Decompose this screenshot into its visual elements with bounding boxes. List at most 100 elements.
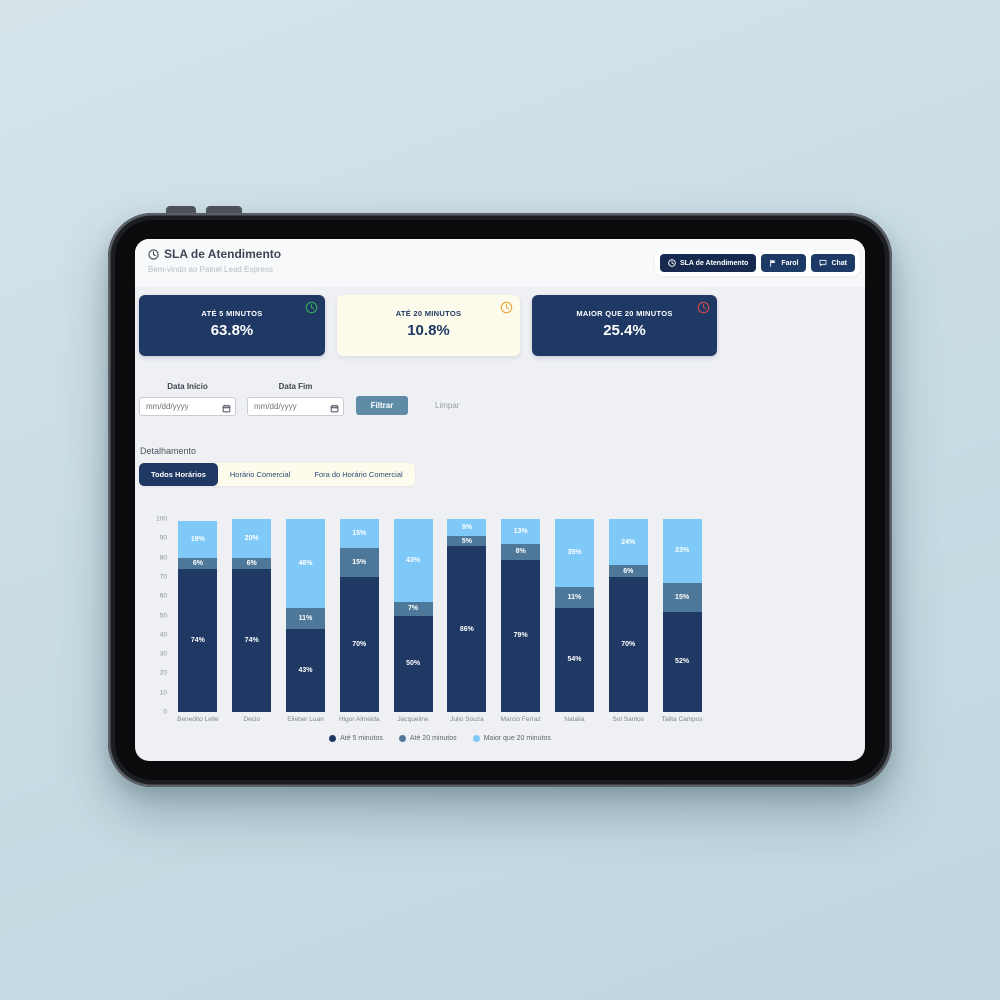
bar-segment[interactable]: 24% — [608, 519, 648, 566]
bar-segment[interactable]: 9% — [447, 519, 487, 537]
nav-button-sla[interactable]: SLA de Atendimento — [659, 254, 757, 272]
sla-stacked-bar-chart: 0 10 20 30 40 50 60 70 80 90 100 19% 6% 74% 20% 6% 74% 4… — [141, 515, 721, 755]
legend-item[interactable]: Até 5 minutos — [329, 735, 383, 742]
y-axis-tick: 70 — [159, 573, 167, 581]
bar-segment[interactable]: 11% — [285, 607, 325, 630]
y-axis-tick: 90 — [159, 534, 167, 542]
bar-segment[interactable]: 33% — [662, 519, 702, 583]
nav-button-label: Chat — [831, 259, 847, 267]
y-axis-tick: 20 — [159, 669, 167, 677]
stacked-bar: 24% 6% 70% — [608, 519, 648, 712]
chart-legend: Até 5 minutos Até 20 minutos Maior que 20 … — [171, 735, 709, 742]
stacked-bar: 46% 11% 43% — [285, 519, 325, 712]
page-subtitle: Bem-vindo ao Painel Lead Express — [148, 265, 273, 274]
end-date-label: Data Fim — [278, 382, 313, 391]
bar-group: 24% 6% 70% — [601, 519, 655, 712]
bar-segment[interactable]: 70% — [608, 576, 648, 712]
stacked-bar: 13% 8% 79% — [501, 519, 541, 712]
top-nav: SLA de Atendimento Farol Chat — [654, 250, 860, 276]
x-axis-label: Talita Campos — [661, 716, 703, 723]
kpi-label: ATÉ 20 MINUTOS — [395, 309, 462, 318]
clock-icon — [148, 248, 159, 260]
legend-item[interactable]: Maior que 20 minutos — [472, 735, 551, 742]
start-date-label: Data Início — [167, 382, 208, 391]
end-date-wrap — [247, 396, 344, 418]
stacked-bar: 43% 7% 50% — [393, 519, 433, 712]
nav-button-chat[interactable]: Chat — [811, 254, 855, 272]
bar-segment[interactable]: 52% — [662, 611, 702, 712]
y-axis: 0 10 20 30 40 50 60 70 80 90 100 — [141, 515, 167, 716]
stacked-bar: 33% 15% 52% — [662, 519, 702, 712]
app-screen: SLA de Atendimento Bem-vindo ao Painel L… — [135, 239, 865, 761]
kpi-value: 10.8% — [407, 322, 450, 339]
bar-segment[interactable]: 43% — [393, 519, 433, 602]
bar-segment[interactable]: 43% — [285, 629, 325, 712]
tab-todos-horarios[interactable]: Todos Horários — [139, 463, 218, 486]
kpi-label: MAIOR QUE 20 MINUTOS — [576, 309, 673, 318]
kpi-card-ate-20-minutos: ATÉ 20 MINUTOS 10.8% — [337, 295, 520, 356]
chart-plot: 19% 6% 74% 20% 6% 74% 46% 11% 43% 15% 15% 70% 43% 7% 5… — [171, 519, 709, 712]
nav-button-label: Farol — [781, 259, 799, 267]
clock-icon — [668, 259, 676, 267]
x-axis-label: Elieber Luan — [287, 716, 324, 723]
bar-segment[interactable]: 79% — [501, 559, 541, 712]
kpi-card-ate-5-minutos: ATÉ 5 MINUTOS 63.8% — [139, 295, 325, 356]
start-date-input[interactable] — [139, 397, 236, 416]
bar-segment[interactable]: 15% — [339, 519, 379, 548]
bar-group: 19% 6% 74% — [171, 519, 225, 712]
bar-segment[interactable]: 46% — [285, 519, 325, 608]
x-axis-label: Jacqueline — [397, 716, 429, 723]
bar-group: 20% 6% 74% — [225, 519, 279, 712]
bar-segment[interactable]: 5% — [447, 536, 487, 547]
bar-group: 43% 7% 50% — [386, 519, 440, 712]
nav-button-farol[interactable]: Farol — [761, 254, 807, 272]
bar-group: 35% 11% 54% — [548, 519, 602, 712]
filter-button[interactable]: Filtrar — [356, 396, 408, 415]
x-axis-label: Marcio Ferraz — [500, 716, 541, 723]
bar-segment[interactable]: 8% — [501, 544, 541, 560]
bar-segment[interactable]: 6% — [232, 557, 272, 570]
calendar-icon[interactable] — [222, 400, 231, 418]
legend-label: Até 5 minutos — [340, 735, 383, 742]
bar-segment[interactable]: 15% — [662, 582, 702, 612]
page-title-row: SLA de Atendimento — [148, 247, 281, 261]
bar-segment[interactable]: 70% — [339, 576, 379, 712]
y-axis-tick: 60 — [159, 592, 167, 600]
stacked-bar: 9% 5% 86% — [447, 519, 487, 712]
bar-segment[interactable]: 19% — [178, 520, 218, 558]
bar-segment[interactable]: 54% — [554, 607, 594, 712]
x-axis-label: Sol Santos — [612, 716, 644, 723]
detail-tabs: Todos Horários Horário Comercial Fora do… — [139, 463, 415, 486]
bar-segment[interactable]: 13% — [501, 519, 541, 545]
clock-icon — [500, 301, 513, 319]
clock-icon — [305, 301, 318, 319]
bar-group: 13% 8% 79% — [494, 519, 548, 712]
bar-segment[interactable]: 7% — [393, 602, 433, 616]
calendar-icon[interactable] — [330, 400, 339, 418]
bar-segment[interactable]: 86% — [447, 546, 487, 712]
legend-item[interactable]: Até 20 minutos — [398, 735, 457, 742]
flag-icon — [769, 259, 777, 267]
legend-dot — [398, 735, 406, 742]
bar-segment[interactable]: 20% — [232, 519, 272, 558]
bar-segment[interactable]: 35% — [554, 519, 594, 587]
bar-segment[interactable]: 6% — [178, 557, 218, 570]
bar-segment[interactable]: 11% — [554, 586, 594, 608]
x-axis-label: Julio Souza — [450, 716, 484, 723]
y-axis-tick: 40 — [159, 631, 167, 639]
bar-segment[interactable]: 50% — [393, 615, 433, 712]
detail-section-label: Detalhamento — [140, 446, 197, 456]
clear-button[interactable]: Limpar — [435, 401, 460, 410]
bar-segment[interactable]: 74% — [178, 569, 218, 712]
legend-label: Até 20 minutos — [409, 735, 457, 742]
end-date-input[interactable] — [247, 397, 344, 416]
kpi-label: ATÉ 5 MINUTOS — [201, 309, 263, 318]
bar-segment[interactable]: 74% — [232, 569, 272, 712]
bar-segment[interactable]: 15% — [339, 547, 379, 577]
y-axis-tick: 50 — [159, 612, 167, 619]
tab-fora-horario-comercial[interactable]: Fora do Horário Comercial — [314, 470, 403, 479]
tab-horario-comercial[interactable]: Horário Comercial — [229, 470, 291, 479]
y-axis-tick: 80 — [159, 554, 167, 562]
bar-segment[interactable]: 6% — [608, 565, 648, 577]
x-axis: Benedito Leite Decio Elieber Luan Higor Alm… — [171, 716, 709, 723]
